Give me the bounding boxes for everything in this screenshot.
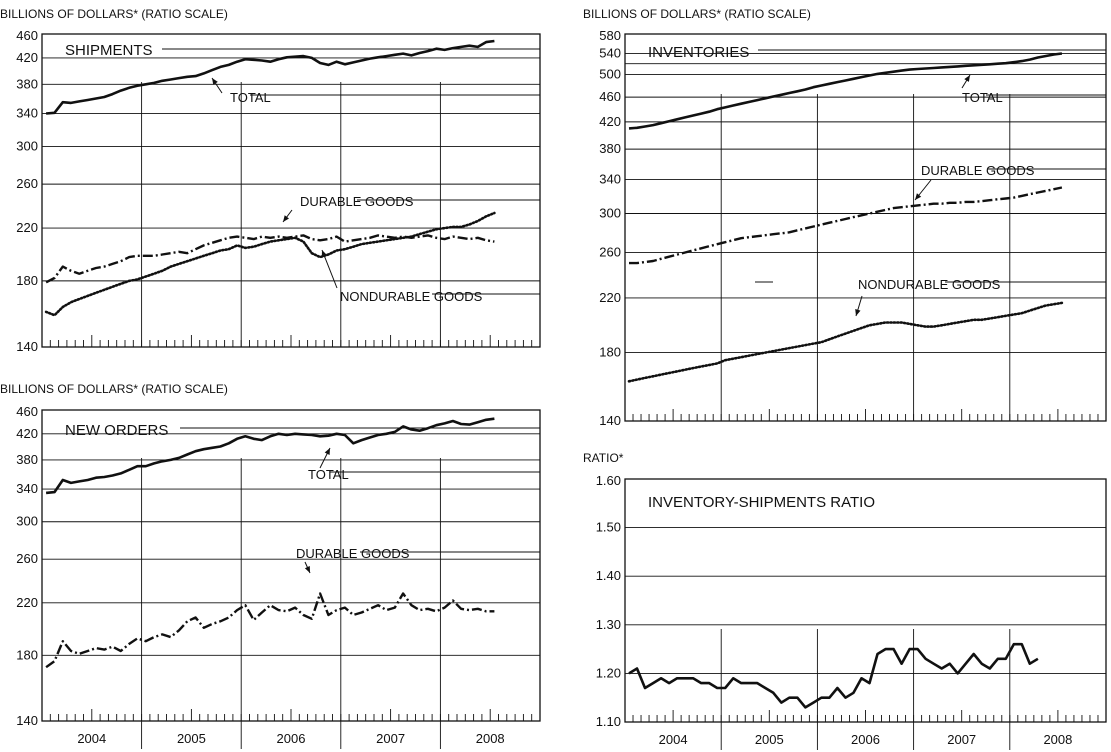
annotation-arrow [321,249,338,289]
annotation-arrowhead [855,309,861,316]
series-annotation: TOTAL [230,90,271,105]
series-line-nondurable-goods [44,211,496,317]
y-tick-label: 260 [16,551,38,566]
x-tick-label: 2008 [1043,732,1072,747]
panel-title: INVENTORY-SHIPMENTS RATIO [648,494,875,511]
x-tick-label: 2005 [755,732,784,747]
y-tick-label: 300 [16,138,38,153]
series-annotation: NONDURABLE GOODS [858,277,1001,292]
y-tick-label: 460 [599,89,621,104]
y-axis-label: BILLIONS OF DOLLARS* (RATIO SCALE) [0,382,228,396]
series-line-total [45,417,495,495]
y-tick-label: 140 [599,413,621,428]
series-line-total [45,39,495,115]
series-line-durable-goods [629,186,1063,265]
series-annotation: DURABLE GOODS [921,163,1035,178]
panel-title: INVENTORIES [648,44,749,61]
y-axis-label: BILLIONS OF DOLLARS* (RATIO SCALE) [0,7,228,21]
x-tick-label: 2007 [376,731,405,746]
annotation-arrowhead [321,250,327,257]
series-line-durable-goods [45,234,495,284]
y-tick-label: 380 [599,141,621,156]
y-tick-label: 340 [16,106,38,121]
series-annotation: DURABLE GOODS [300,194,414,209]
y-tick-label: 140 [16,713,38,728]
y-tick-label: 180 [599,345,621,360]
series-line-nondurable-goods [627,301,1064,383]
y-tick-label: 1.30 [596,617,621,632]
y-tick-label: 260 [16,176,38,191]
plot-frame [41,409,541,722]
y-tick-label: 500 [599,66,621,81]
x-tick-label: 2004 [77,731,106,746]
annotation-arrowhead [304,566,310,573]
panel-title: NEW ORDERS [65,422,168,439]
y-tick-label: 140 [16,339,38,354]
y-tick-label: 540 [599,45,621,60]
y-tick-label: 420 [16,426,38,441]
annotation-arrowhead [324,448,330,455]
y-tick-label: 220 [599,290,621,305]
plot-frame [624,478,1107,723]
y-tick-label: 420 [599,114,621,129]
x-tick-label: 2007 [947,732,976,747]
plot-frame [624,33,1107,422]
series-annotation: NONDURABLE GOODS [340,289,483,304]
y-tick-label: 1.10 [596,714,621,729]
y-tick-label: 180 [16,647,38,662]
y-tick-label: 1.20 [596,665,621,680]
y-tick-label: 340 [599,171,621,186]
y-tick-label: 340 [16,481,38,496]
x-tick-label: 2005 [177,731,206,746]
y-tick-label: 300 [599,205,621,220]
series-line-durable-goods [45,592,495,669]
x-tick-label: 2008 [476,731,505,746]
x-tick-label: 2006 [277,731,306,746]
y-tick-label: 380 [16,76,38,91]
y-tick-label: 220 [16,595,38,610]
y-tick-label: 1.50 [596,520,621,535]
annotation-arrowhead [212,78,218,85]
y-tick-label: 260 [599,244,621,259]
y-tick-label: 180 [16,273,38,288]
series-line-total [628,52,1063,130]
panel-title: SHIPMENTS [65,42,153,59]
y-tick-label: 1.40 [596,568,621,583]
y-tick-label: 460 [16,404,38,419]
y-tick-label: 220 [16,220,38,235]
y-axis-label: RATIO* [583,451,624,465]
series-annotation: TOTAL [308,467,349,482]
series-line-ratio [628,642,1039,709]
x-tick-label: 2006 [851,732,880,747]
annotation-arrowhead [915,193,922,200]
y-axis-label: BILLIONS OF DOLLARS* (RATIO SCALE) [583,7,811,21]
y-tick-label: 1.60 [596,473,621,488]
y-tick-label: 300 [16,514,38,529]
series-annotation: TOTAL [962,90,1003,105]
y-tick-label: 380 [16,452,38,467]
x-tick-label: 2004 [659,732,688,747]
annotation-arrowhead [964,75,970,82]
annotation-arrowhead [283,215,289,222]
y-tick-label: 580 [599,28,621,43]
y-tick-label: 420 [16,50,38,65]
y-tick-label: 460 [16,28,38,43]
series-annotation: DURABLE GOODS [296,546,410,561]
